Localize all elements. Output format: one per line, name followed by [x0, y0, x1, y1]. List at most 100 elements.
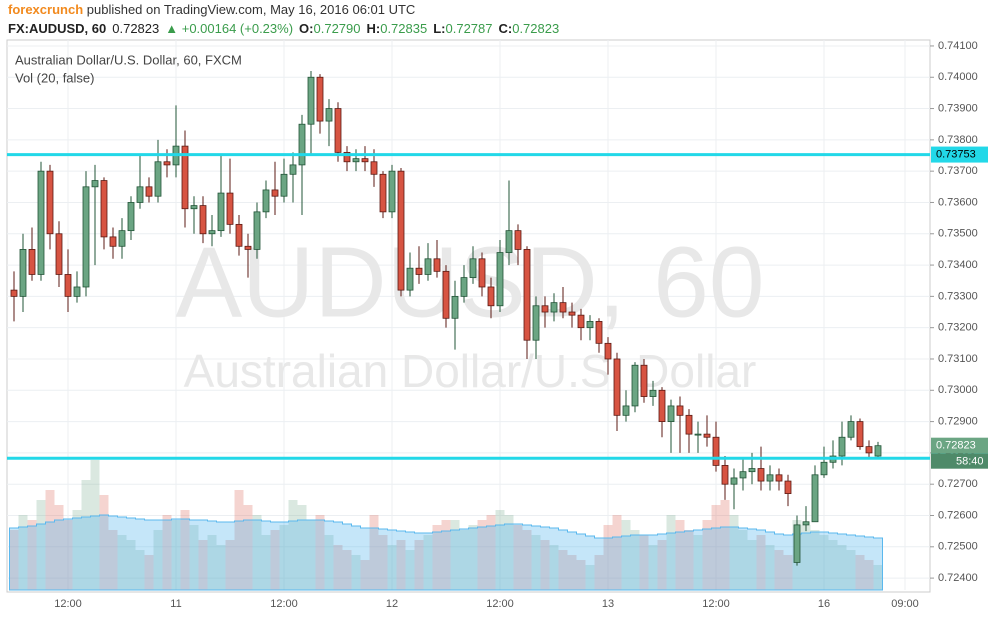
volume-bar — [81, 480, 91, 590]
y-tick-label: 0.73500 — [938, 228, 978, 240]
candle-body — [667, 405, 675, 422]
candle-body — [73, 286, 81, 297]
candle-body — [640, 364, 648, 397]
volume-bar — [522, 530, 532, 590]
y-tick-label: 0.73300 — [938, 290, 978, 302]
volume-bar — [63, 520, 73, 590]
candle-body — [433, 258, 441, 272]
volume-bar — [486, 515, 496, 590]
volume-bar — [450, 520, 460, 590]
watermark-name: Australian Dollar/U.S. Dollar — [184, 345, 757, 397]
candle-body — [838, 436, 846, 457]
candle-body — [595, 321, 603, 344]
volume-bar — [666, 515, 676, 590]
volume-bar — [702, 520, 712, 590]
candle-body — [820, 461, 828, 476]
candle-body — [370, 161, 378, 175]
candle-body — [784, 480, 792, 494]
countdown-label: 58:40 — [956, 456, 984, 468]
candle-body — [253, 211, 261, 250]
volume-bar — [558, 550, 568, 590]
candle-body — [199, 205, 207, 235]
candle-body — [469, 258, 477, 278]
x-tick-label: 12:00 — [486, 598, 514, 610]
volume-bar — [684, 530, 694, 590]
candle-body — [217, 192, 225, 232]
candle-body — [388, 170, 396, 213]
candle-body — [145, 186, 153, 197]
candle-body — [154, 161, 162, 197]
candle-body — [532, 305, 540, 341]
candle-body — [559, 302, 567, 313]
candle-body — [586, 321, 594, 329]
volume-bar — [252, 515, 262, 590]
volume-bar — [9, 530, 19, 590]
price: 0.72823 — [112, 21, 159, 36]
candle-body — [739, 471, 747, 479]
volume-bar — [675, 520, 685, 590]
volume-bar — [117, 535, 127, 590]
author: forexcrunch — [8, 2, 83, 17]
last-price-badge — [931, 437, 988, 454]
l-label: L: — [433, 21, 445, 36]
candle-body — [847, 421, 855, 438]
volume-bar — [855, 555, 865, 590]
y-tick-label: 0.72700 — [938, 478, 978, 490]
volume-bar — [747, 540, 757, 590]
candle-body — [478, 258, 486, 288]
candle-body — [685, 414, 693, 435]
volume-bar — [144, 555, 154, 590]
candle-body — [244, 245, 252, 250]
volume-bar — [387, 545, 397, 590]
volume-bar — [279, 525, 289, 590]
published: published on TradingView.com, May 16, 20… — [83, 2, 415, 17]
volume-bar — [621, 520, 631, 590]
candle-body — [208, 230, 216, 235]
candle-body — [730, 477, 738, 485]
candle-body — [82, 186, 90, 288]
candle-body — [865, 446, 873, 454]
y-tick-label: 0.73900 — [938, 102, 978, 114]
volume-bar — [270, 530, 280, 590]
y-tick-label: 0.73100 — [938, 353, 978, 365]
candle-body — [10, 289, 18, 297]
volume-bar — [297, 505, 307, 590]
candle-body — [811, 474, 819, 523]
candle-body — [118, 230, 126, 247]
o-value: 0.72790 — [314, 21, 361, 36]
x-tick-label: 16 — [818, 598, 830, 610]
symbol: FX:AUDUSD, 60 — [8, 21, 106, 36]
y-tick-label: 0.72900 — [938, 415, 978, 427]
volume-bar — [774, 550, 784, 590]
candle-body — [748, 468, 756, 473]
candle-body — [136, 186, 144, 203]
countdown-badge — [931, 453, 988, 469]
candle-body — [514, 230, 522, 250]
volume-bar — [108, 530, 118, 590]
h-label: H: — [367, 21, 381, 36]
volume-bar — [585, 565, 595, 590]
y-tick-label: 0.72500 — [938, 541, 978, 553]
volume-bar — [738, 530, 748, 590]
volume-bar — [531, 535, 541, 590]
volume-bar — [459, 530, 469, 590]
change: ▲ +0.00164 (+0.23%) — [165, 21, 293, 36]
l-value: 0.72787 — [446, 21, 493, 36]
volume-bar — [810, 530, 820, 590]
volume-bar — [630, 530, 640, 590]
volume-bar — [495, 510, 505, 590]
volume-bar — [153, 530, 163, 590]
volume-bar — [378, 535, 388, 590]
candle-body — [775, 474, 783, 482]
plot-area — [6, 39, 931, 593]
symbol-line: FX:AUDUSD, 60 0.72823 ▲ +0.00164 (+0.23%) O… — [8, 21, 559, 36]
volume-bar — [324, 535, 334, 590]
candle-body — [307, 76, 315, 125]
candle-body — [352, 158, 360, 163]
volume-bar — [873, 565, 883, 590]
volume-bar — [801, 525, 811, 590]
volume-bar — [603, 525, 613, 590]
volume-bar — [711, 505, 721, 590]
volume-bar — [189, 525, 199, 590]
last-price-label: 0.72823 — [936, 440, 976, 452]
